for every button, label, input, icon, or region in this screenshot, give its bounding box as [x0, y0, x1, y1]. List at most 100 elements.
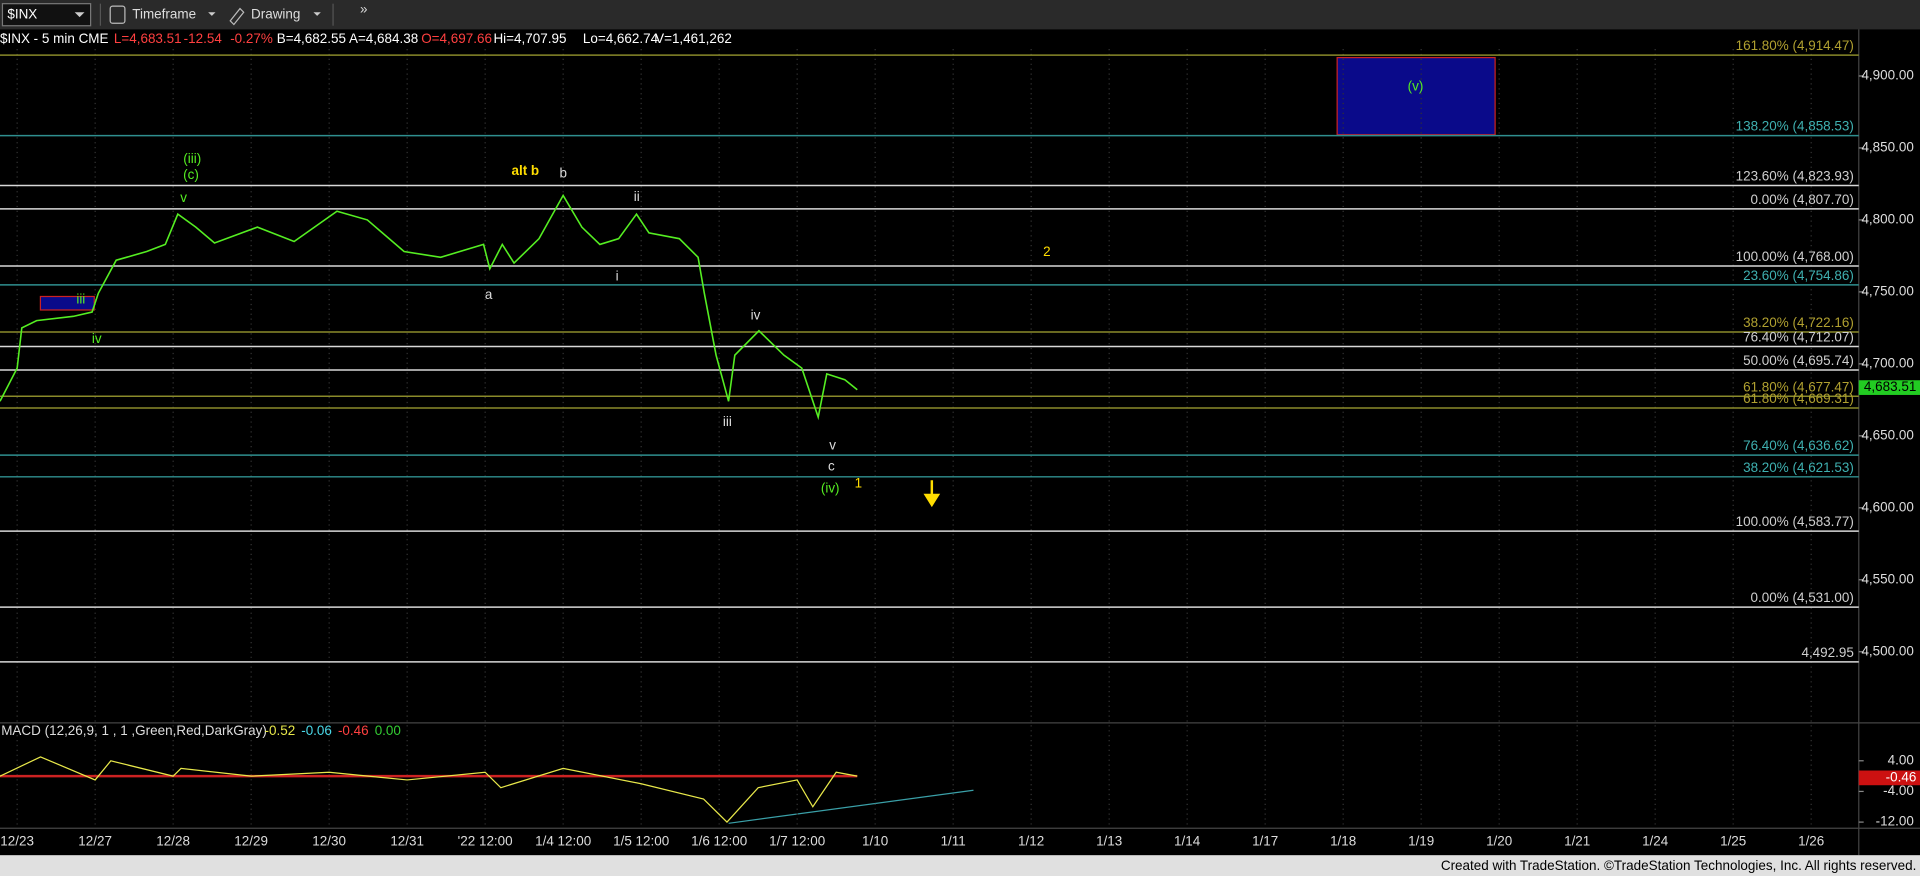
x-tick-label: 12/30	[312, 833, 346, 848]
wave-label: v	[180, 190, 187, 205]
quote-field: $INX - 5 min CME	[0, 31, 109, 46]
x-tick-label: 1/4 12:00	[535, 833, 591, 848]
macd-last-label: -0.46	[1886, 769, 1917, 784]
x-tick-label: 1/10	[862, 833, 888, 848]
x-tick-label: 12/28	[156, 833, 190, 848]
wave-label: a	[485, 287, 493, 302]
quote-field: V=1,461,262	[655, 31, 732, 46]
x-tick-label: 1/6 12:00	[691, 833, 747, 848]
level-label: 61.80% (4,669.31)	[1743, 391, 1854, 406]
timeframe-button[interactable]: Timeframe	[132, 6, 196, 21]
quote-field: -12.54	[184, 31, 223, 46]
x-tick-label: 1/19	[1408, 833, 1434, 848]
x-tick-label: 1/24	[1642, 833, 1669, 848]
toolbar	[0, 0, 1920, 30]
y-tick-label: 4,900.00	[1861, 68, 1913, 83]
y-tick-label: 4,550.00	[1861, 571, 1913, 586]
level-label: 38.20% (4,621.53)	[1743, 460, 1854, 475]
macd-reading: -0.52	[264, 723, 295, 738]
macd-line	[0, 756, 858, 823]
macd-reading: -0.06	[301, 723, 332, 738]
wave-label: v	[829, 438, 836, 453]
down-arrow	[923, 480, 941, 508]
x-tick-label: 1/26	[1798, 833, 1824, 848]
y-tick-label: 4,750.00	[1861, 283, 1913, 298]
quote-field: Lo=4,662.74	[583, 31, 659, 46]
x-tick-label: 12/29	[234, 833, 268, 848]
x-tick-label: 1/14	[1174, 833, 1201, 848]
macd-y-tick-label: 4.00	[1888, 752, 1914, 767]
quote-field: B=4,682.55	[277, 31, 346, 46]
drawing-button[interactable]: Drawing	[251, 6, 300, 21]
level-label: 138.20% (4,858.53)	[1736, 119, 1854, 134]
wave-label: (c)	[183, 167, 199, 182]
level-label: 23.60% (4,754.86)	[1743, 268, 1854, 283]
wave-label: b	[560, 166, 567, 181]
dropdown-arrow	[208, 12, 216, 16]
quote-field: L=4,683.51	[114, 31, 182, 46]
level-label: 61.80% (4,677.47)	[1743, 379, 1854, 394]
dropdown-arrow	[74, 12, 85, 18]
level-label: 161.80% (4,914.47)	[1736, 38, 1854, 53]
x-tick-label: 1/20	[1486, 833, 1512, 848]
quote-field: O=4,697.66	[421, 31, 492, 46]
y-tick-label: 4,850.00	[1861, 140, 1913, 155]
drawing-icon	[229, 7, 245, 26]
level-label: 0.00% (4,531.00)	[1751, 590, 1854, 605]
level-label: 4,492.95	[1801, 645, 1853, 660]
y-tick-label: 4,800.00	[1861, 211, 1913, 226]
macd-title: MACD (12,26,9, 1 , 1 ,Green,Red,DarkGray…	[1, 723, 267, 738]
x-tick-label: 1/13	[1096, 833, 1122, 848]
footer-bar	[0, 855, 1920, 876]
wave-label: (v)	[1408, 79, 1424, 94]
y-tick-label: 4,600.00	[1861, 499, 1913, 514]
x-tick-label: 1/21	[1564, 833, 1590, 848]
y-tick-label: 4,650.00	[1861, 427, 1913, 442]
level-label: 100.00% (4,583.77)	[1736, 514, 1854, 529]
wave-label: (iv)	[821, 480, 840, 495]
macd-y-tick-label: -4.00	[1883, 783, 1914, 798]
level-label: 123.60% (4,823.93)	[1736, 168, 1854, 183]
y-tick-label: 4,500.00	[1861, 643, 1913, 658]
x-tick-label: 12/23	[0, 833, 34, 848]
x-tick-label: 1/5 12:00	[613, 833, 669, 848]
wave-label: iii	[76, 292, 85, 307]
x-tick-label: 12/27	[78, 833, 112, 848]
x-tick-label: 1/12	[1018, 833, 1044, 848]
level-label: 76.40% (4,712.07)	[1743, 329, 1854, 344]
level-label: 100.00% (4,768.00)	[1736, 249, 1854, 264]
wave-label: 1	[855, 476, 862, 491]
macd-reading: 0.00	[375, 723, 401, 738]
x-tick-label: 1/25	[1720, 833, 1746, 848]
dropdown-arrow	[313, 12, 321, 16]
more-button[interactable]: »	[360, 1, 367, 16]
macd-reading: -0.46	[338, 723, 369, 738]
x-tick-label: 12/31	[390, 833, 424, 848]
level-label: 0.00% (4,807.70)	[1751, 192, 1854, 207]
wave-label: i	[616, 268, 619, 283]
x-tick-label: 1/7 12:00	[769, 833, 825, 848]
quote-field: A=4,684.38	[349, 31, 418, 46]
symbol-box[interactable]	[1, 3, 92, 27]
quote-field: -0.27%	[230, 31, 273, 46]
x-tick-label: 1/11	[941, 833, 966, 848]
wave-label: iv	[92, 331, 102, 346]
level-label: 38.20% (4,722.16)	[1743, 315, 1854, 330]
wave-box	[39, 295, 95, 311]
trend-line	[728, 789, 974, 824]
level-label: 50.00% (4,695.74)	[1743, 353, 1854, 368]
x-tick-label: 1/17	[1252, 833, 1278, 848]
wave-label: c	[828, 458, 835, 473]
macd-last-tag	[1858, 770, 1920, 786]
quote-field: Hi=4,707.95	[493, 31, 566, 46]
last-price-tag	[1858, 380, 1920, 395]
x-tick-label: '22 12:00	[458, 833, 513, 848]
wave-label: ii	[634, 189, 640, 204]
symbol[interactable]: $INX	[7, 6, 37, 21]
last-price-label: 4,683.51	[1864, 379, 1916, 394]
timeframe-icon	[109, 5, 126, 24]
footer: Created with TradeStation. ©TradeStation…	[1441, 858, 1916, 873]
wave-label: iii	[723, 414, 732, 429]
